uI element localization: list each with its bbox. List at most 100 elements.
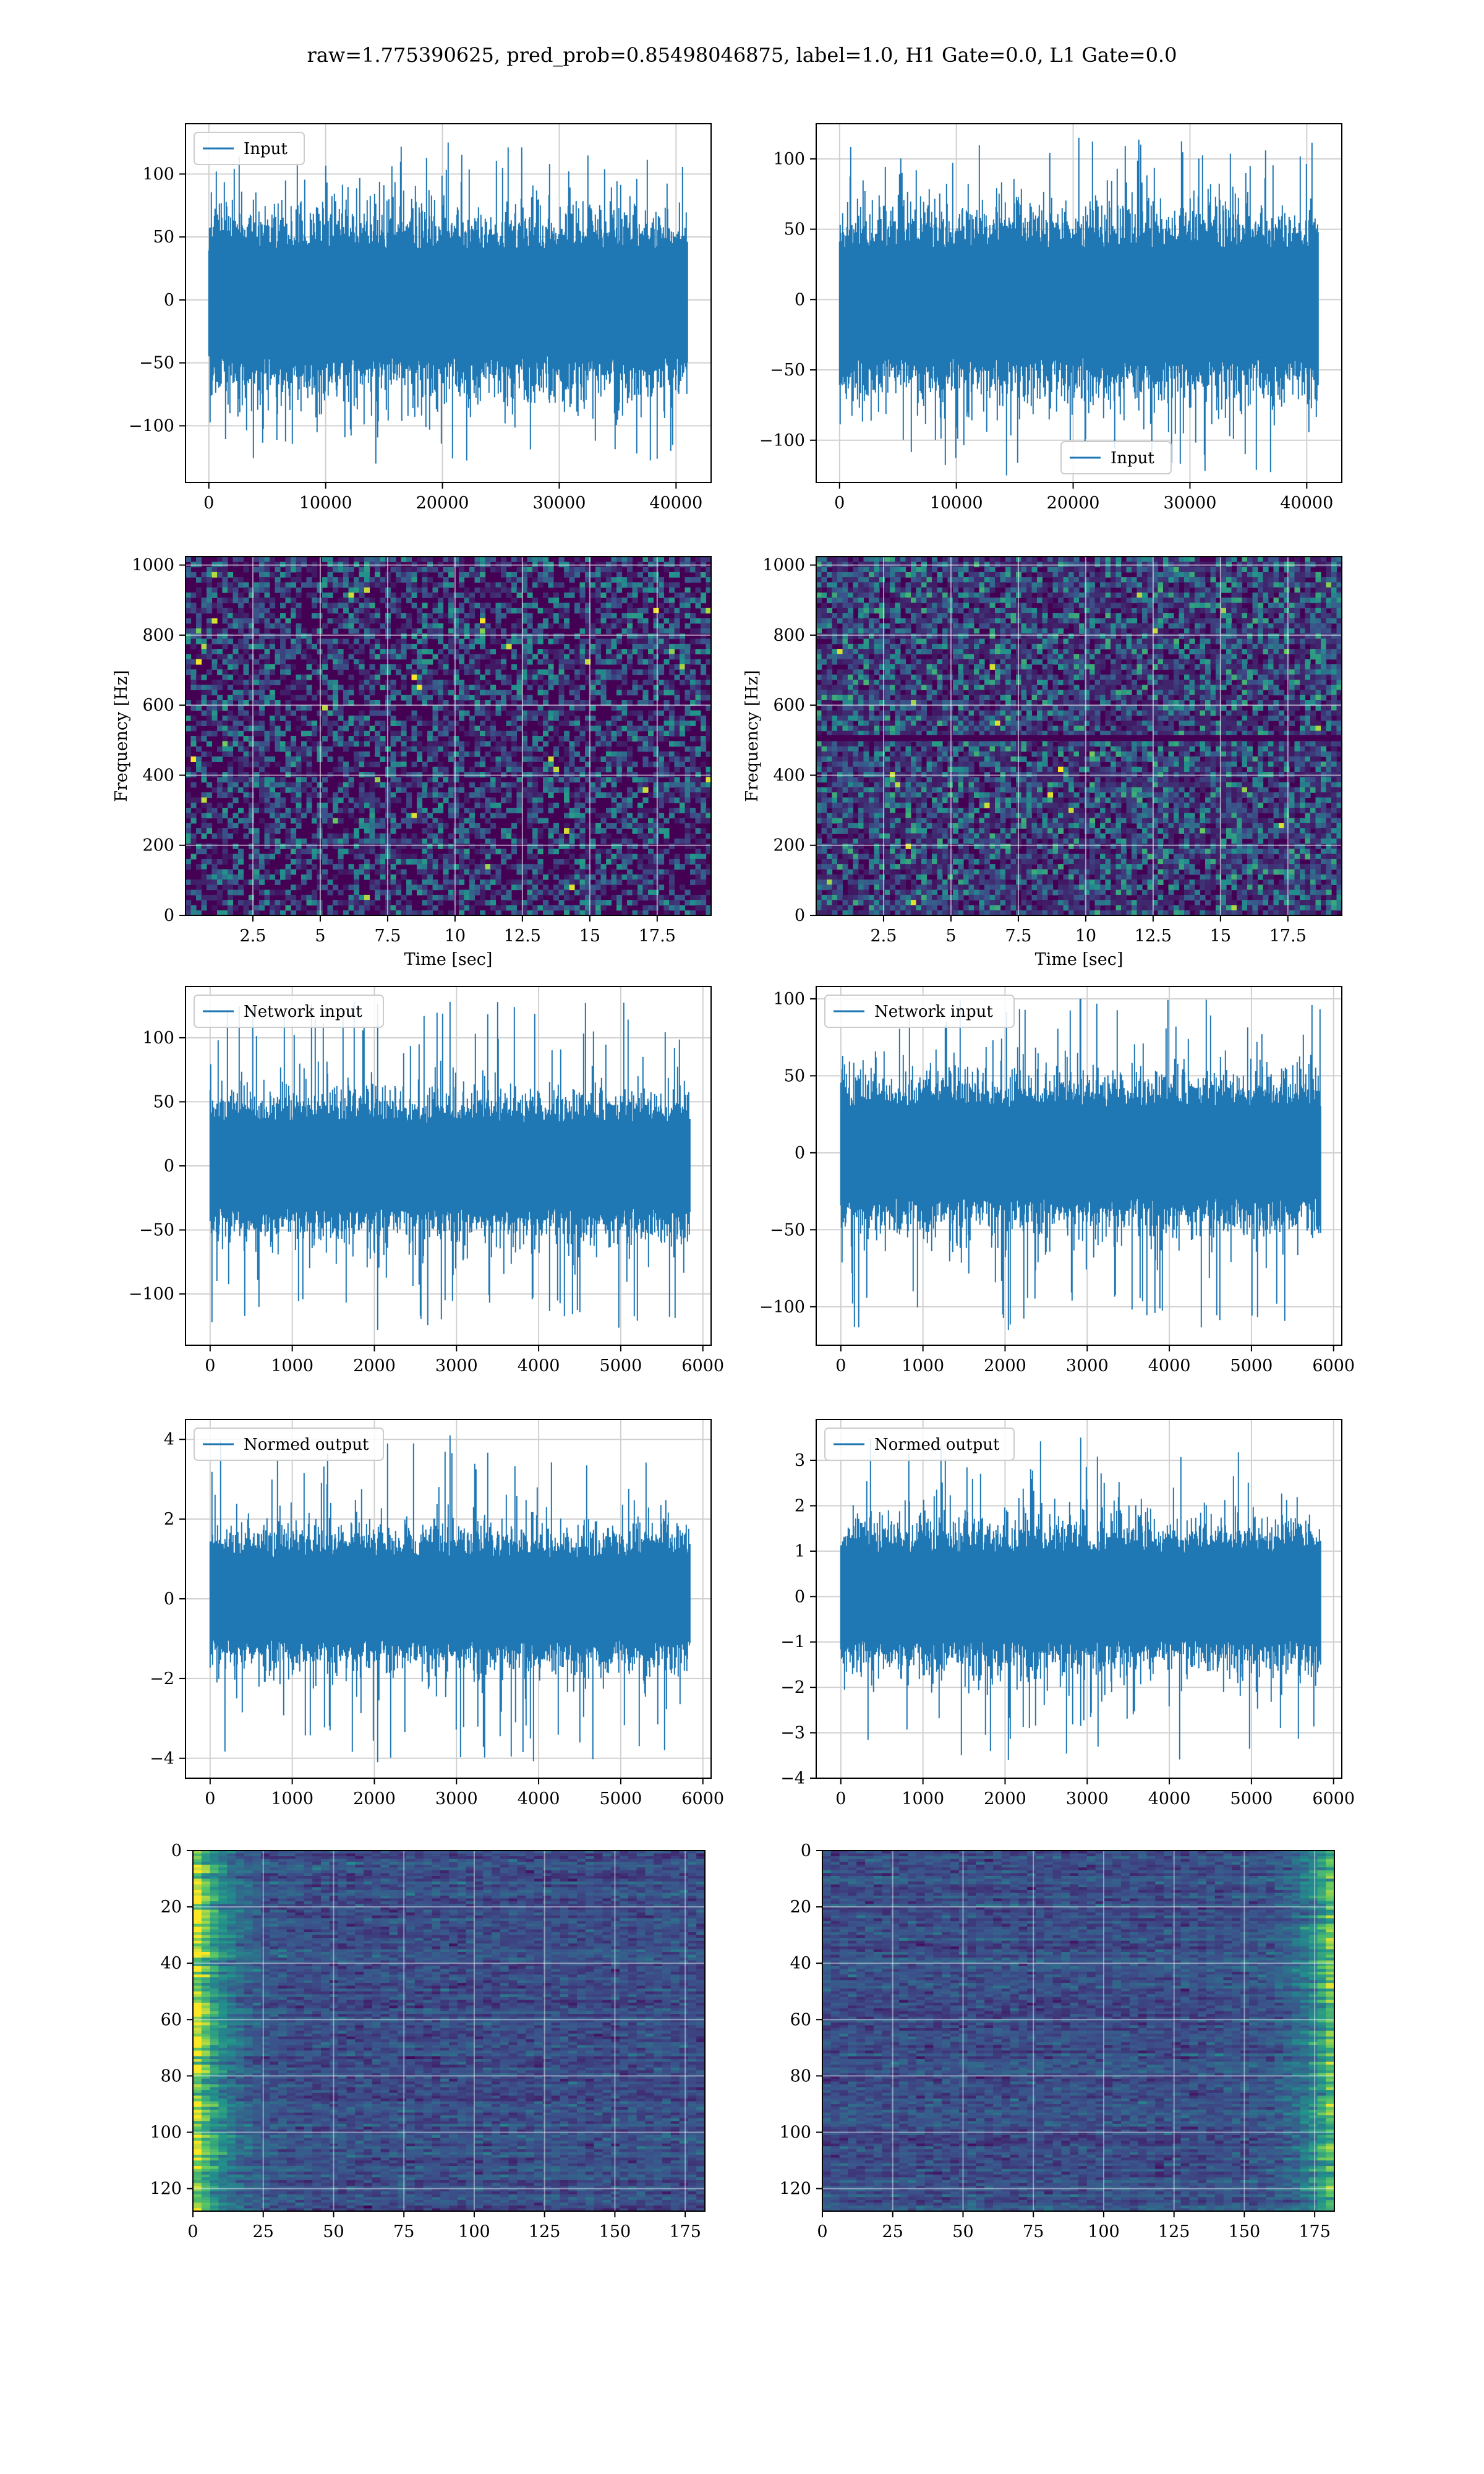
x-tick-label: 12.5 xyxy=(1135,927,1172,946)
x-tick-label: 3000 xyxy=(435,1356,478,1376)
y-tick-label: −50 xyxy=(139,1221,174,1240)
x-tick-label: 100 xyxy=(1088,2222,1120,2241)
legend: Normed output xyxy=(825,1428,1014,1460)
x-tick-label: 75 xyxy=(1023,2222,1044,2241)
legend-label: Input xyxy=(1111,449,1154,468)
y-tick-label: −4 xyxy=(780,1769,805,1788)
legend-label: Network input xyxy=(874,1003,993,1021)
series-core xyxy=(210,1557,690,1640)
x-tick-label: 5000 xyxy=(1230,1356,1273,1376)
x-tick-label: 15 xyxy=(579,927,600,946)
x-tick-label: 25 xyxy=(253,2222,274,2241)
y-tick-label: 3 xyxy=(795,1451,805,1470)
y-tick-label: 400 xyxy=(773,766,805,785)
x-tick-label: 1000 xyxy=(271,1356,313,1376)
x-tick-label: 2000 xyxy=(353,1356,396,1376)
x-tick-label: 12.5 xyxy=(504,927,541,946)
x-tick-label: 0 xyxy=(835,1356,846,1376)
y-tick-label: 0 xyxy=(795,906,805,925)
x-tick-label: 40000 xyxy=(1280,494,1333,513)
x-tick-label: 40000 xyxy=(649,494,702,513)
chart-net-l1: 0 1000 2000 3000 4000 5000 6000−100−50050100Ne… xyxy=(759,987,1355,1376)
legend-label: Input xyxy=(244,140,288,158)
y-tick-label: 200 xyxy=(142,836,174,855)
legend-label: Normed output xyxy=(874,1436,1000,1454)
x-tick-label: 7.5 xyxy=(374,927,401,946)
y-tick-label: 100 xyxy=(773,150,805,169)
x-tick-label: 17.5 xyxy=(1269,927,1307,946)
x-axis-label: Time [sec] xyxy=(404,950,493,969)
legend-label: Normed output xyxy=(244,1436,369,1454)
y-tick-label: 600 xyxy=(773,696,805,715)
x-tick-label: 4000 xyxy=(1148,1789,1191,1808)
y-axis-label: Frequency [Hz] xyxy=(112,670,131,802)
x-tick-label: 6000 xyxy=(1312,1356,1355,1376)
x-tick-label: 3000 xyxy=(1066,1356,1109,1376)
y-tick-label: 2 xyxy=(164,1510,174,1529)
x-tick-label: 100 xyxy=(458,2222,490,2241)
y-tick-label: −50 xyxy=(770,361,805,380)
y-tick-label: 0 xyxy=(795,290,805,309)
x-tick-label: 2.5 xyxy=(870,927,897,946)
y-tick-label: −100 xyxy=(129,416,174,435)
y-tick-label: 0 xyxy=(801,1841,811,1860)
y-tick-label: −4 xyxy=(150,1749,174,1768)
y-tick-label: 0 xyxy=(795,1144,805,1163)
y-tick-label: 0 xyxy=(795,1587,805,1606)
x-tick-label: 4000 xyxy=(518,1356,560,1376)
x-tick-label: 4000 xyxy=(1148,1356,1191,1376)
x-tick-label: 20000 xyxy=(1047,494,1100,513)
y-tick-label: −50 xyxy=(770,1220,805,1239)
x-tick-label: 10 xyxy=(1075,927,1096,946)
y-tick-label: 60 xyxy=(790,2010,811,2029)
y-tick-label: −100 xyxy=(759,431,805,450)
y-tick-label: 4 xyxy=(164,1430,174,1449)
chart-norm-l1: 0 1000 2000 3000 4000 5000 6000−4−3−2−10123Nor… xyxy=(780,1419,1355,1808)
x-tick-label: 175 xyxy=(1298,2222,1331,2241)
x-tick-label: 1000 xyxy=(902,1789,944,1808)
x-tick-label: 15 xyxy=(1210,927,1231,946)
x-tick-label: 0 xyxy=(834,494,845,513)
y-tick-label: 50 xyxy=(784,220,805,239)
x-tick-label: 1000 xyxy=(902,1356,944,1376)
y-tick-label: 50 xyxy=(153,1092,174,1111)
x-tick-label: 2000 xyxy=(984,1789,1026,1808)
y-tick-label: −100 xyxy=(129,1285,174,1304)
x-tick-label: 10000 xyxy=(299,494,352,513)
y-axis-label: Frequency [Hz] xyxy=(743,670,762,802)
legend: Network input xyxy=(825,995,1014,1027)
y-tick-label: −2 xyxy=(150,1669,174,1689)
figure-canvas: 0 10000 20000 30000 40000−100−50050100Input0… xyxy=(0,0,1484,2474)
series-core xyxy=(840,247,1318,357)
y-tick-label: 1000 xyxy=(132,556,174,575)
y-tick-label: 100 xyxy=(142,165,174,184)
y-tick-label: 100 xyxy=(773,990,805,1009)
x-tick-label: 0 xyxy=(835,1789,846,1808)
x-tick-label: 3000 xyxy=(435,1789,478,1808)
y-tick-label: 0 xyxy=(164,906,174,925)
y-tick-label: 600 xyxy=(142,696,174,715)
legend: Normed output xyxy=(194,1428,383,1460)
y-tick-label: 80 xyxy=(161,2066,182,2086)
x-tick-label: 20000 xyxy=(416,494,469,513)
x-tick-label: 175 xyxy=(669,2222,701,2241)
x-tick-label: 125 xyxy=(1158,2222,1190,2241)
chart-spec-h1: 2.5 5 7.5 10 12.5 15 17.502004006008001000Time… xyxy=(112,556,712,969)
heatmap-cells xyxy=(193,1851,706,2212)
y-tick-label: 120 xyxy=(779,2180,811,2199)
y-tick-label: −2 xyxy=(780,1678,805,1697)
x-tick-label: 2000 xyxy=(984,1356,1026,1376)
series-core xyxy=(841,1552,1321,1641)
x-tick-label: 75 xyxy=(393,2222,414,2241)
x-tick-label: 150 xyxy=(1229,2222,1261,2241)
y-tick-label: 100 xyxy=(779,2123,811,2142)
y-tick-label: 100 xyxy=(150,2123,182,2142)
x-tick-label: 0 xyxy=(817,2222,827,2241)
x-tick-label: 6000 xyxy=(1312,1789,1355,1808)
x-tick-label: 0 xyxy=(205,1789,215,1808)
x-tick-label: 50 xyxy=(323,2222,344,2241)
y-tick-label: 1 xyxy=(795,1542,805,1561)
